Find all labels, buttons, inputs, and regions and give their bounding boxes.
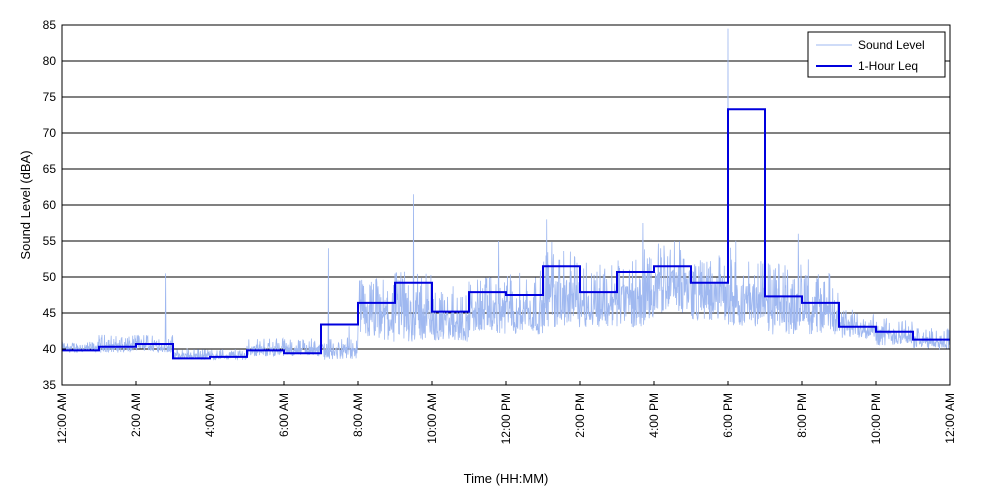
x-tick-label: 10:00 AM xyxy=(425,393,439,444)
x-tick-label: 8:00 AM xyxy=(351,393,365,437)
y-axis: 35 40 45 50 55 60 65 70 75 80 85 xyxy=(43,18,950,392)
x-tick-label: 12:00 AM xyxy=(55,393,69,444)
y-tick-label: 60 xyxy=(43,198,57,212)
y-tick-label: 50 xyxy=(43,270,57,284)
x-tick-label: 4:00 AM xyxy=(203,393,217,437)
x-tick-label: 2:00 AM xyxy=(129,393,143,437)
x-tick-label: 6:00 PM xyxy=(721,393,735,438)
x-axis: 12:00 AM 2:00 AM 4:00 AM 6:00 AM 8:00 AM 10:0… xyxy=(55,381,957,444)
legend: Sound Level 1-Hour Leq xyxy=(807,31,946,78)
legend-label-sound-level: Sound Level xyxy=(858,38,925,52)
legend-label-leq: 1-Hour Leq xyxy=(858,59,918,73)
y-tick-label: 80 xyxy=(43,54,57,68)
y-tick-label: 40 xyxy=(43,342,57,356)
y-tick-label: 65 xyxy=(43,162,57,176)
y-tick-label: 45 xyxy=(43,306,57,320)
x-tick-label: 2:00 PM xyxy=(573,393,587,438)
y-tick-label: 55 xyxy=(43,234,57,248)
leq-step-line xyxy=(62,108,950,360)
x-tick-label: 4:00 PM xyxy=(647,393,661,438)
x-axis-label: Time (HH:MM) xyxy=(464,471,549,486)
y-tick-label: 75 xyxy=(43,90,57,104)
x-tick-label: 12:00 AM xyxy=(943,393,957,444)
y-axis-label: Sound Level (dBA) xyxy=(18,150,33,259)
x-tick-label: 6:00 AM xyxy=(277,393,291,437)
leq-series xyxy=(62,108,950,360)
y-tick-label: 35 xyxy=(43,378,57,392)
y-tick-label: 85 xyxy=(43,18,57,32)
x-tick-label: 8:00 PM xyxy=(795,393,809,438)
legend-box xyxy=(807,31,946,78)
x-tick-label: 10:00 PM xyxy=(869,393,883,444)
y-tick-label: 70 xyxy=(43,126,57,140)
x-tick-label: 12:00 PM xyxy=(499,393,513,444)
